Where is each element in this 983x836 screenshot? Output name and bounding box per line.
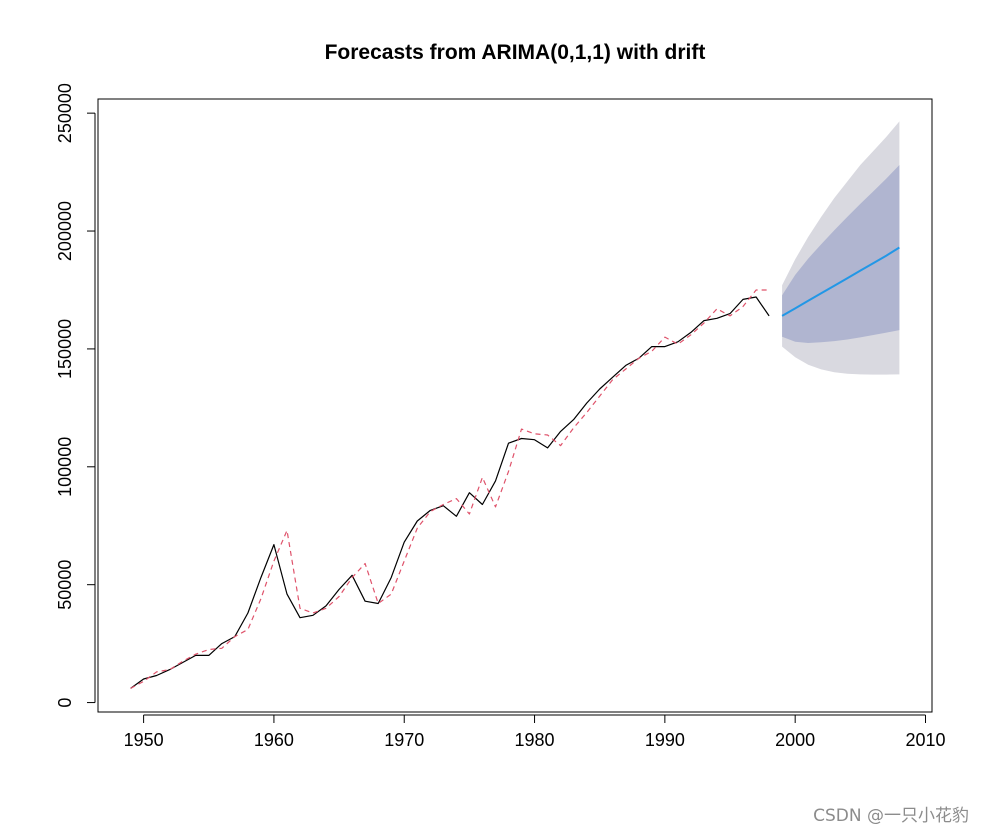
y-tick-label: 200000 <box>55 201 75 261</box>
y-tick-label: 50000 <box>55 560 75 610</box>
series-line-forecast <box>781 246 900 317</box>
x-tick-label: 1970 <box>384 730 424 750</box>
y-tick-label: 100000 <box>55 437 75 497</box>
series-lines <box>130 246 900 689</box>
chart-title: Forecasts from ARIMA(0,1,1) with drift <box>325 41 706 64</box>
x-tick-label: 1960 <box>254 730 294 750</box>
y-tick-label: 250000 <box>55 83 75 143</box>
x-tick-label: 1950 <box>124 730 164 750</box>
series-line-fitted <box>130 289 770 689</box>
prediction-intervals <box>782 121 900 375</box>
y-tick-label: 0 <box>55 698 75 708</box>
plot-frame <box>97 98 933 713</box>
x-tick-label: 2000 <box>775 730 815 750</box>
series-line-observed <box>130 296 770 689</box>
x-tick-label: 2010 <box>905 730 945 750</box>
y-axis: 0 50000 100000 150000 200000 250000 <box>55 83 96 708</box>
x-tick-label: 1990 <box>645 730 685 750</box>
watermark-text: CSDN @一只小花豹 <box>813 806 969 826</box>
x-axis: 1950 1960 1970 1980 1990 2000 2010 <box>124 714 946 750</box>
x-tick-label: 1980 <box>515 730 555 750</box>
y-tick-label: 150000 <box>55 319 75 379</box>
